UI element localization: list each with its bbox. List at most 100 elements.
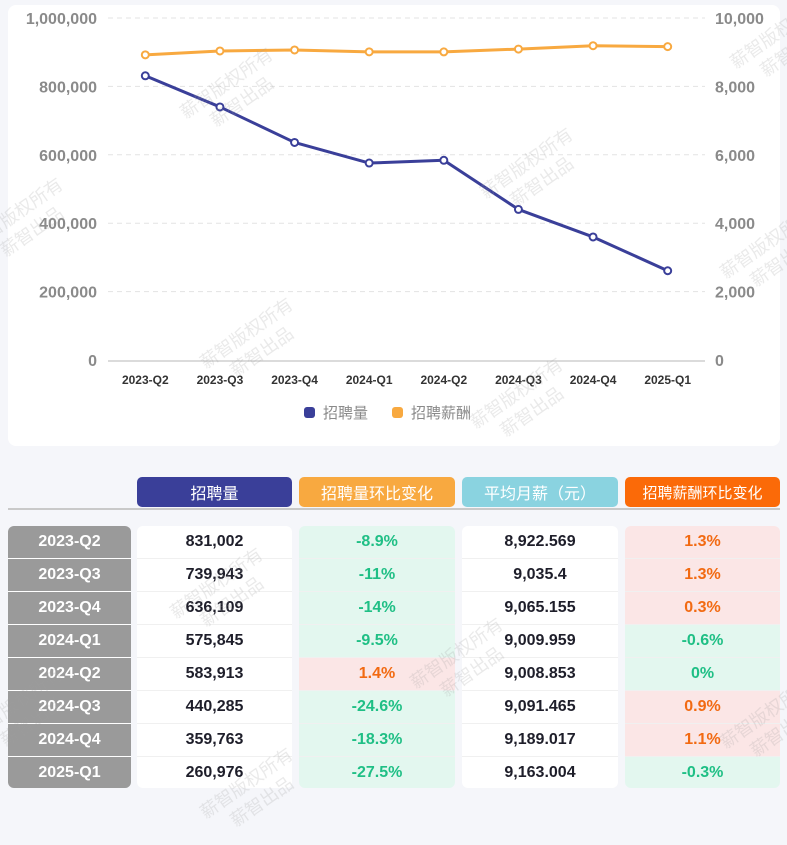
table-cell-salary: 9,009.959 [462,625,618,658]
x-tick-label: 2023-Q2 [122,373,169,387]
table-cell-period: 2024-Q1 [8,625,131,658]
volume-change-column: -8.9% -11% -14% -9.5% 1.4% -24.6% -18.3% -27.5% [299,526,455,788]
table-cell-salary: 9,091.465 [462,691,618,724]
y-axis-left: 0 200,000 400,000 600,000 800,000 1,000,000 [26,11,97,370]
data-point[interactable] [364,158,374,168]
x-tick-label: 2024-Q1 [346,373,393,387]
table-cell-volume: 575,845 [137,625,292,658]
header-salary-change-label: 招聘薪酬环比变化 [642,483,763,502]
table-cell-volume: 583,913 [137,658,292,691]
x-axis: 2023-Q2 2023-Q3 2023-Q4 2024-Q1 2024-Q2 2024-… [108,360,705,387]
table-cell-volume-change: 1.4% [299,658,455,691]
table-cell-volume-change: -18.3% [299,724,455,757]
table-cell-period: 2025-Q1 [8,757,131,788]
data-point[interactable] [140,50,150,60]
table-cell-volume: 831,002 [137,526,292,559]
table-cell-period: 2023-Q2 [8,526,131,559]
data-point[interactable] [439,47,449,57]
table-cell-volume: 636,109 [137,592,292,625]
y-right-tick-label: 6,000 [715,148,755,165]
table-cell-volume-change: -11% [299,559,455,592]
x-tick-label: 2023-Q3 [197,373,244,387]
data-point[interactable] [663,266,673,276]
table-cell-salary: 9,163.004 [504,764,576,781]
table-cell-period: 2023-Q4 [8,592,131,625]
y-left-tick-label: 400,000 [39,216,97,233]
table-cell-volume-change: -9.5% [299,625,455,658]
table-cell-volume: 739,943 [137,559,292,592]
y-left-tick-label: 600,000 [39,148,97,165]
x-tick-label: 2024-Q4 [570,373,617,387]
header-salary-change: 招聘薪酬环比变化 [625,477,780,507]
table-cell-salary-change: -0.6% [625,625,780,658]
table-cell-period: 2023-Q3 [8,559,131,592]
period-column: 2023-Q2 2023-Q3 2023-Q4 2024-Q1 2024-Q2 2024-… [8,526,131,788]
header-salary: 平均月薪（元） [462,477,618,507]
header-divider [8,508,780,510]
table-cell-salary-change: 0.9% [625,691,780,724]
data-point[interactable] [140,71,150,81]
table-cell-volume-change: -24.6% [299,691,455,724]
legend-swatch [304,407,315,418]
table-cell-volume: 359,763 [137,724,292,757]
table-cell-salary-change: 1.1% [625,724,780,757]
header-volume-change-label: 招聘量环比变化 [320,484,433,503]
legend-item-0[interactable]: 招聘量 [304,404,368,422]
table-cell-salary: 9,189.017 [462,724,618,757]
table-cell-volume-change: -8.9% [299,526,455,559]
legend-label: 招聘薪酬 [411,404,471,422]
header-volume-change: 招聘量环比变化 [299,477,455,507]
x-tick-label: 2023-Q4 [271,373,318,387]
header-salary-label: 平均月薪（元） [483,484,596,503]
data-point[interactable] [513,44,523,54]
y-left-tick-label: 0 [88,353,97,370]
table-cell-volume-change: -27.5% [299,757,455,788]
table-cell-salary-change: 1.3% [625,559,780,592]
series-line-0 [144,74,669,273]
series-group [140,41,673,276]
x-tick-label: 2024-Q2 [420,373,467,387]
table-cell-salary: 9,065.155 [462,592,618,625]
data-point[interactable] [588,232,598,242]
table-cell-period: 2024-Q4 [8,724,131,757]
chart-card [8,5,780,446]
table-cell-salary: 9,008.853 [462,658,618,691]
table-cell-salary-change: -0.3% [625,757,780,788]
x-tick-label: 2024-Q3 [495,373,542,387]
table-cell-volume: 260,976 [185,764,244,781]
data-point[interactable] [588,41,598,51]
data-point[interactable] [290,137,300,147]
y-left-tick-label: 200,000 [39,285,97,302]
table-cell-salary-change: 1.3% [625,526,780,559]
data-point[interactable] [215,46,225,56]
series-line-1 [145,44,668,57]
table-cell-salary-change: 0.3% [625,592,780,625]
legend-item-1[interactable]: 招聘薪酬 [392,404,471,422]
grid-lines [108,17,705,293]
table-cell-salary: 9,035.4 [462,559,618,592]
legend[interactable]: 招聘量 招聘薪酬 [304,404,471,422]
table-cell-salary: 8,922.569 [462,526,618,559]
y-right-tick-label: 4,000 [715,216,755,233]
table-cell-period: 2024-Q3 [8,691,131,724]
y-left-tick-label: 800,000 [39,79,97,96]
table-cell-volume-change: -14% [299,592,455,625]
table-cell-salary-change: 0% [625,658,780,691]
legend-label: 招聘量 [323,404,368,422]
y-right-tick-label: 8,000 [715,79,755,96]
data-point[interactable] [513,204,523,214]
x-tick-label: 2025-Q1 [644,373,691,387]
y-right-tick-label: 2,000 [715,285,755,302]
data-point[interactable] [663,42,673,52]
y-right-tick-label: 0 [715,353,724,370]
data-point[interactable] [290,45,300,55]
header-volume-label: 招聘量 [190,484,239,503]
y-right-tick-label: 10,000 [715,11,764,28]
table-cell-volume: 440,285 [137,691,292,724]
data-point[interactable] [364,47,374,57]
data-point[interactable] [215,102,225,112]
salary-change-column: 1.3% 1.3% 0.3% -0.6% 0% 0.9% 1.1% -0.3% [625,526,780,788]
data-point[interactable] [439,155,449,165]
y-left-tick-label: 1,000,000 [26,11,97,28]
line-chart: 0 200,000 400,000 600,000 800,000 1,000,000 0… [26,11,764,422]
